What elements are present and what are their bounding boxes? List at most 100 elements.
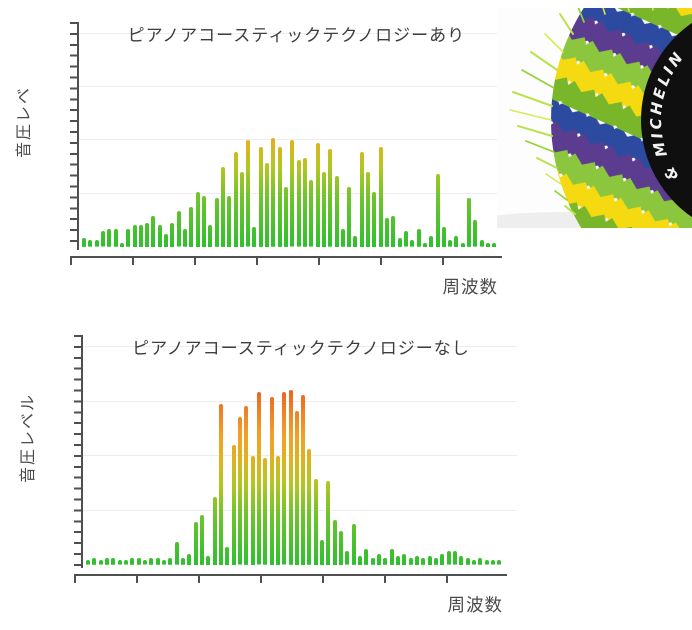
bar [265,162,270,247]
gridline [80,346,517,348]
bar [271,138,276,247]
bar [123,560,128,565]
bar [151,215,156,247]
bar [86,560,90,565]
bar [263,458,268,565]
bar [396,555,401,565]
bar [100,231,105,247]
bar [385,218,389,247]
bar [161,560,166,565]
bar [486,242,490,247]
bar [117,560,122,565]
y-axis-label-bottom: 音圧レベル [18,392,37,483]
bar [220,167,225,247]
bar [225,546,230,565]
bar [237,417,242,565]
plot-area-bottom: ピアノアコースティックテクノロジーなし 周波数 音圧レベル [18,335,517,616]
bar [478,558,483,565]
bar [142,560,147,565]
x-axis-label-top: 周波数 [442,278,498,298]
bar [397,238,402,247]
y-axis [74,335,83,568]
bar [377,553,382,565]
bar [440,553,445,565]
bar [119,242,124,247]
bar-series-bottom [86,338,502,565]
bar [155,558,160,565]
bar [301,394,306,565]
tire-illustration: & MICHELIN [497,8,692,228]
bar [258,147,263,247]
bar [351,524,356,565]
bar [136,558,141,565]
bar [269,397,274,565]
bar [320,540,325,565]
bar [201,195,206,247]
bar [448,240,453,247]
tire-sidewall [641,22,692,218]
bar [339,530,344,565]
bar [250,456,255,565]
bar [332,519,337,565]
bar [145,222,150,247]
bar [157,224,162,247]
bar [98,560,103,565]
bar [94,240,99,247]
bar [307,449,312,565]
bar [460,242,465,247]
bar [88,240,93,247]
bar [174,542,179,565]
chart-title-bottom: ピアノアコースティックテクノロジーなし [132,339,470,359]
bar [132,224,137,247]
bar [180,558,185,565]
bar [233,151,238,247]
bar [315,142,320,247]
bar [453,551,458,565]
bar [218,403,223,565]
bar [473,220,478,247]
sound-spikes [509,8,654,215]
bar [340,229,345,247]
bar [467,198,472,247]
bar [284,187,288,247]
gridline [80,400,517,402]
bar [256,392,261,565]
bar [402,553,407,565]
bar [408,558,413,565]
bar [472,560,477,565]
bar [302,158,307,247]
bar [183,229,187,247]
bar [277,147,282,247]
y-axis [70,22,79,250]
x-axis-label-bottom: 周波数 [447,596,503,616]
bar [454,235,459,247]
bar [282,392,287,565]
bar [294,410,299,565]
bar [366,171,371,247]
bar [227,195,232,247]
bar [326,481,331,565]
bar [212,496,217,565]
bar [290,140,295,247]
bar [422,242,427,247]
y-axis-label-top: 音圧レベ [14,86,33,159]
bar [138,224,143,247]
bar [296,160,301,247]
bar [82,238,86,247]
bar [358,555,363,565]
bar [434,558,439,565]
gridline [76,86,512,88]
x-axis [74,574,507,583]
bar [347,187,352,247]
bar [246,140,251,247]
bar [416,229,421,247]
bar [391,215,396,247]
bar [321,171,326,247]
bar [345,551,350,565]
bar [427,555,432,565]
bar [199,515,204,565]
bar [465,558,470,565]
bar [459,555,464,565]
bar [383,558,388,565]
